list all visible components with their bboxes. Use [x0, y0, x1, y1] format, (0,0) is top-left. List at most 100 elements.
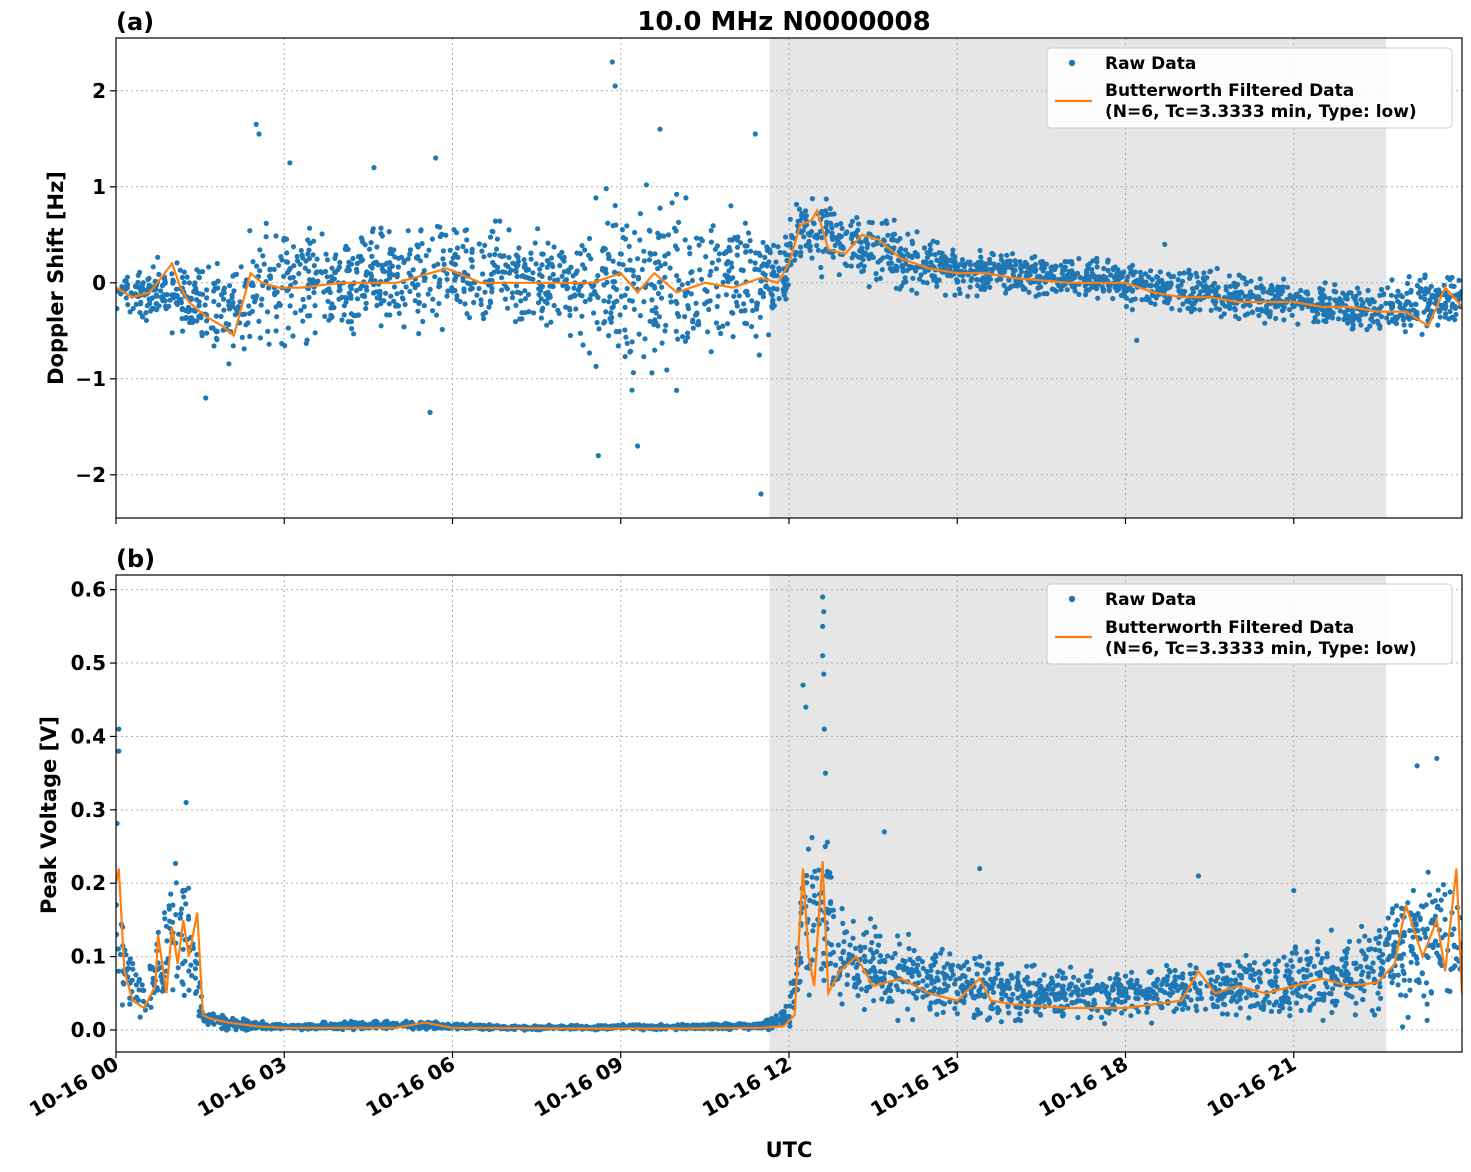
raw-data-point	[1421, 993, 1427, 999]
raw-data-point	[885, 232, 891, 238]
raw-data-point	[1330, 986, 1336, 992]
raw-data-point	[909, 253, 915, 259]
raw-data-point	[913, 966, 920, 972]
raw-data-point	[898, 283, 905, 289]
raw-data-point	[183, 901, 189, 907]
figure-title: 10.0 MHz N0000008	[637, 7, 930, 37]
raw-data-point	[1215, 974, 1221, 981]
raw-data-point	[629, 339, 635, 345]
raw-data-point	[203, 395, 209, 401]
raw-data-point	[513, 283, 520, 289]
raw-data-point	[345, 246, 351, 252]
raw-data-point	[1359, 923, 1365, 930]
y-tick-label: −1	[75, 367, 106, 391]
raw-data-point	[1128, 1013, 1134, 1019]
raw-data-point	[838, 955, 844, 962]
raw-data-point	[521, 257, 527, 263]
raw-data-point	[679, 282, 685, 288]
raw-data-point	[1292, 945, 1298, 952]
raw-data-point	[285, 325, 291, 331]
raw-data-point	[1094, 259, 1100, 265]
raw-data-point	[463, 248, 469, 254]
raw-data-point	[792, 257, 798, 263]
raw-data-point	[1157, 269, 1163, 275]
raw-data-point	[478, 301, 484, 308]
raw-data-point	[520, 273, 526, 279]
raw-data-point	[1025, 999, 1031, 1005]
raw-data-point	[127, 956, 133, 962]
raw-data-point	[954, 989, 960, 996]
raw-data-point	[835, 942, 842, 948]
raw-data-point	[1356, 317, 1362, 323]
raw-data-point	[545, 240, 551, 246]
raw-data-point	[726, 268, 732, 274]
raw-data-point	[1404, 280, 1411, 287]
raw-data-point	[1041, 972, 1047, 978]
raw-data-point	[603, 186, 609, 192]
raw-data-point	[818, 966, 825, 972]
raw-data-point	[1262, 996, 1268, 1002]
raw-data-point	[643, 182, 650, 188]
raw-data-point	[801, 234, 807, 240]
raw-data-point	[189, 973, 195, 979]
raw-data-point	[879, 267, 885, 273]
raw-data-point	[620, 262, 626, 268]
raw-data-point	[1324, 954, 1330, 960]
raw-data-point	[940, 1009, 946, 1016]
raw-data-point	[1350, 294, 1357, 300]
raw-data-point	[1369, 1008, 1375, 1014]
raw-data-point	[748, 248, 754, 254]
raw-data-point	[221, 285, 227, 291]
raw-data-point	[835, 235, 841, 241]
raw-data-point	[1110, 295, 1116, 302]
raw-data-point	[378, 301, 384, 307]
raw-data-point	[1429, 899, 1436, 905]
raw-data-point	[603, 309, 609, 315]
raw-data-point	[1024, 963, 1030, 969]
raw-data-point	[1164, 962, 1170, 969]
raw-data-point	[807, 897, 813, 904]
raw-data-point	[1417, 277, 1423, 283]
raw-data-point	[806, 238, 812, 245]
raw-data-point	[539, 273, 545, 279]
raw-data-point	[1334, 977, 1340, 983]
raw-data-point	[904, 267, 910, 273]
raw-data-point	[166, 303, 172, 309]
raw-data-point	[299, 252, 305, 258]
raw-data-point	[1386, 319, 1392, 325]
panel-a-y-ticks: 210−1−2	[75, 79, 116, 487]
raw-data-point	[339, 317, 345, 323]
raw-data-point	[249, 280, 255, 286]
raw-data-point	[238, 264, 244, 270]
raw-data-point	[443, 232, 449, 238]
raw-data-point	[1208, 977, 1214, 983]
panel-a-legend: Raw Data Butterworth Filtered Data (N=6,…	[1046, 47, 1453, 129]
raw-data-point	[823, 196, 829, 202]
raw-data-point	[1046, 986, 1052, 992]
raw-data-point	[595, 453, 601, 459]
raw-data-point	[1295, 992, 1301, 999]
raw-data-point	[1137, 984, 1143, 990]
raw-data-point	[920, 978, 926, 984]
raw-data-point	[1447, 889, 1453, 895]
raw-data-point	[1419, 971, 1425, 977]
raw-data-point	[192, 966, 198, 972]
raw-data-point	[557, 262, 563, 269]
raw-data-point	[354, 269, 360, 275]
raw-data-point	[617, 251, 624, 257]
raw-data-point	[770, 299, 776, 305]
raw-data-point	[756, 267, 762, 273]
raw-data-point	[263, 234, 269, 240]
raw-data-point	[622, 304, 628, 310]
y-tick-label: 2	[92, 79, 106, 103]
raw-data-point	[1099, 989, 1105, 995]
raw-data-point	[460, 243, 466, 250]
raw-data-point	[609, 314, 615, 321]
raw-data-point	[1054, 973, 1061, 979]
raw-data-point	[939, 946, 945, 952]
panel-a-legend-filtered-line1: Butterworth Filtered Data	[1105, 81, 1354, 101]
raw-data-point	[1210, 1002, 1216, 1008]
raw-data-point	[444, 276, 450, 282]
raw-data-point	[220, 296, 227, 302]
raw-data-point	[934, 283, 940, 289]
